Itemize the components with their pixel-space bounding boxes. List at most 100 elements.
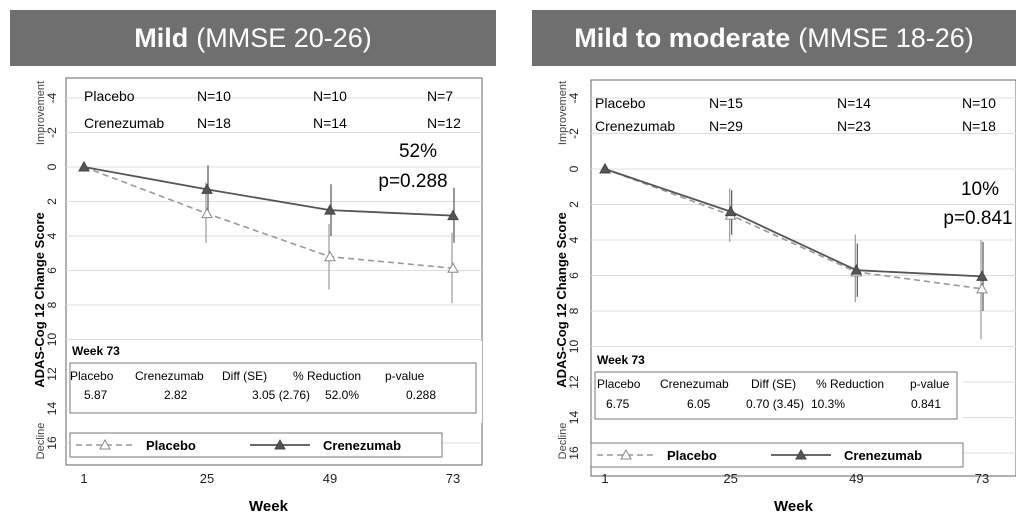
table-value-cell: 0.288 <box>406 388 436 402</box>
y-tick-label: 10 <box>567 340 581 354</box>
y-tick-label: 4 <box>45 232 59 239</box>
data-point-crenezumab <box>324 204 336 215</box>
counts-crenezumab-label: Crenezumab <box>595 118 675 134</box>
table-header-cell: p-value <box>385 369 425 383</box>
table-value-cell: 0.70 (3.45) <box>746 397 804 411</box>
table-header-cell: Crenezumab <box>135 369 204 383</box>
y-tick-label: 16 <box>45 436 59 450</box>
count-placebo: N=15 <box>709 95 743 111</box>
table-value-cell: 10.3% <box>811 397 845 411</box>
reduction-annotation: 10% <box>961 179 999 200</box>
y-tick-label: 12 <box>45 367 59 381</box>
y-tick-label: 2 <box>45 198 59 205</box>
legend-label-placebo: Placebo <box>146 438 196 453</box>
table-value-cell: 0.841 <box>911 397 941 411</box>
data-point-placebo <box>976 282 988 294</box>
y-tick-label: 0 <box>45 163 59 170</box>
y-tick-label: -4 <box>567 92 581 103</box>
table-header-cell: % Reduction <box>293 369 361 383</box>
count-crenezumab: N=12 <box>427 115 461 131</box>
counts-placebo-label: Placebo <box>84 88 135 104</box>
y-axis-label: ADAS-Cog 12 Change Score <box>554 212 569 388</box>
y-tick-label: 0 <box>567 165 581 172</box>
table-value-cell: 6.05 <box>687 397 711 411</box>
count-crenezumab: N=29 <box>709 118 743 134</box>
data-point-crenezumab <box>599 162 611 174</box>
y-tick-label: 14 <box>567 411 581 425</box>
y-tick-label: 8 <box>567 307 581 314</box>
table-header-cell: p-value <box>910 377 950 391</box>
legend-marker-crenezumab <box>274 438 286 450</box>
y-tick-label: 14 <box>45 402 59 416</box>
decline-label: Decline <box>557 423 569 460</box>
y-tick-label: 16 <box>567 446 581 460</box>
chart-panel-1: -4 -2 0 2 4 6 8 10 12 14 16 1 25 49 73 Week ADAS-Cog 12 … <box>554 79 1016 515</box>
series-line-placebo <box>83 166 454 270</box>
x-axis-label: Week <box>774 498 814 515</box>
count-crenezumab: N=18 <box>197 115 231 131</box>
count-crenezumab: N=14 <box>313 115 347 131</box>
data-point-placebo <box>324 250 336 262</box>
p-value-annotation: p=0.288 <box>378 171 447 192</box>
legend-marker-crenezumab <box>795 448 807 460</box>
panel-title-bold: Mild <box>134 22 189 53</box>
legend-label-crenezumab: Crenezumab <box>323 438 401 453</box>
x-tick-label: 49 <box>323 471 337 486</box>
x-tick-label: 1 <box>80 471 87 486</box>
y-tick-label: -4 <box>45 92 59 103</box>
chart-panel-0: -4 -2 0 2 4 6 8 10 12 14 16 1 25 49 73 Week ADAS-Cog 12 … <box>32 77 483 515</box>
table-header-cell: Placebo <box>597 377 641 391</box>
y-tick-label: 6 <box>45 267 59 274</box>
y-tick-label: 10 <box>45 333 59 347</box>
reduction-annotation: 52% <box>399 141 437 162</box>
x-axis-label: Week <box>249 498 289 515</box>
table-box <box>594 371 958 420</box>
counts-placebo-label: Placebo <box>595 95 646 111</box>
data-point-placebo <box>447 262 459 273</box>
improvement-label: Improvement <box>35 81 47 145</box>
x-tick-label: 1 <box>601 471 608 486</box>
y-tick-label: 8 <box>45 301 59 308</box>
panel-title-mild: Mild (MMSE 20-26) <box>10 10 496 66</box>
table-header-cell: Diff (SE) <box>751 377 796 391</box>
y-tick-label: 12 <box>567 375 581 389</box>
table-value-cell: 52.0% <box>325 388 359 402</box>
legend-marker-placebo <box>99 438 111 450</box>
y-tick-label: 4 <box>567 236 581 243</box>
panel-title-subtitle: (MMSE 20-26) <box>196 22 372 53</box>
table-heading: Week 73 <box>72 344 120 358</box>
x-tick-label: 73 <box>446 471 460 486</box>
y-tick-label: 6 <box>567 272 581 279</box>
table-header-cell: Placebo <box>70 369 114 383</box>
series-line-crenezumab <box>604 168 983 278</box>
table-header-cell: Crenezumab <box>660 377 729 391</box>
x-tick-label: 25 <box>723 471 737 486</box>
table-header-cell: Diff (SE) <box>222 369 267 383</box>
data-point-crenezumab <box>78 160 90 172</box>
count-placebo: N=10 <box>962 95 996 111</box>
y-tick-label: 2 <box>567 201 581 208</box>
data-point-crenezumab <box>850 264 863 275</box>
p-value-annotation: p=0.841 <box>943 208 1012 229</box>
panel-title-subtitle: (MMSE 18-26) <box>798 22 974 53</box>
table-value-cell: 5.87 <box>84 388 108 402</box>
count-placebo: N=7 <box>427 88 453 104</box>
improvement-label: Improvement <box>557 81 569 145</box>
table-value-cell: 3.05 (2.76) <box>252 388 310 402</box>
table-header-cell: % Reduction <box>816 377 884 391</box>
series-line-crenezumab <box>83 166 454 217</box>
legend-label-placebo: Placebo <box>667 448 717 463</box>
data-point-crenezumab <box>447 209 459 221</box>
x-tick-label: 49 <box>849 471 863 486</box>
count-placebo: N=10 <box>313 88 347 104</box>
x-tick-label: 25 <box>200 471 214 486</box>
table-box <box>69 362 477 414</box>
y-tick-label: -2 <box>45 127 59 138</box>
panel-title-mild-to-moderate: Mild to moderate (MMSE 18-26) <box>532 10 1016 66</box>
count-placebo: N=10 <box>197 88 231 104</box>
data-point-crenezumab <box>976 270 988 281</box>
table-value-cell: 2.82 <box>164 388 188 402</box>
y-axis-label: ADAS-Cog 12 Change Score <box>32 212 47 388</box>
count-crenezumab: N=18 <box>962 118 996 134</box>
